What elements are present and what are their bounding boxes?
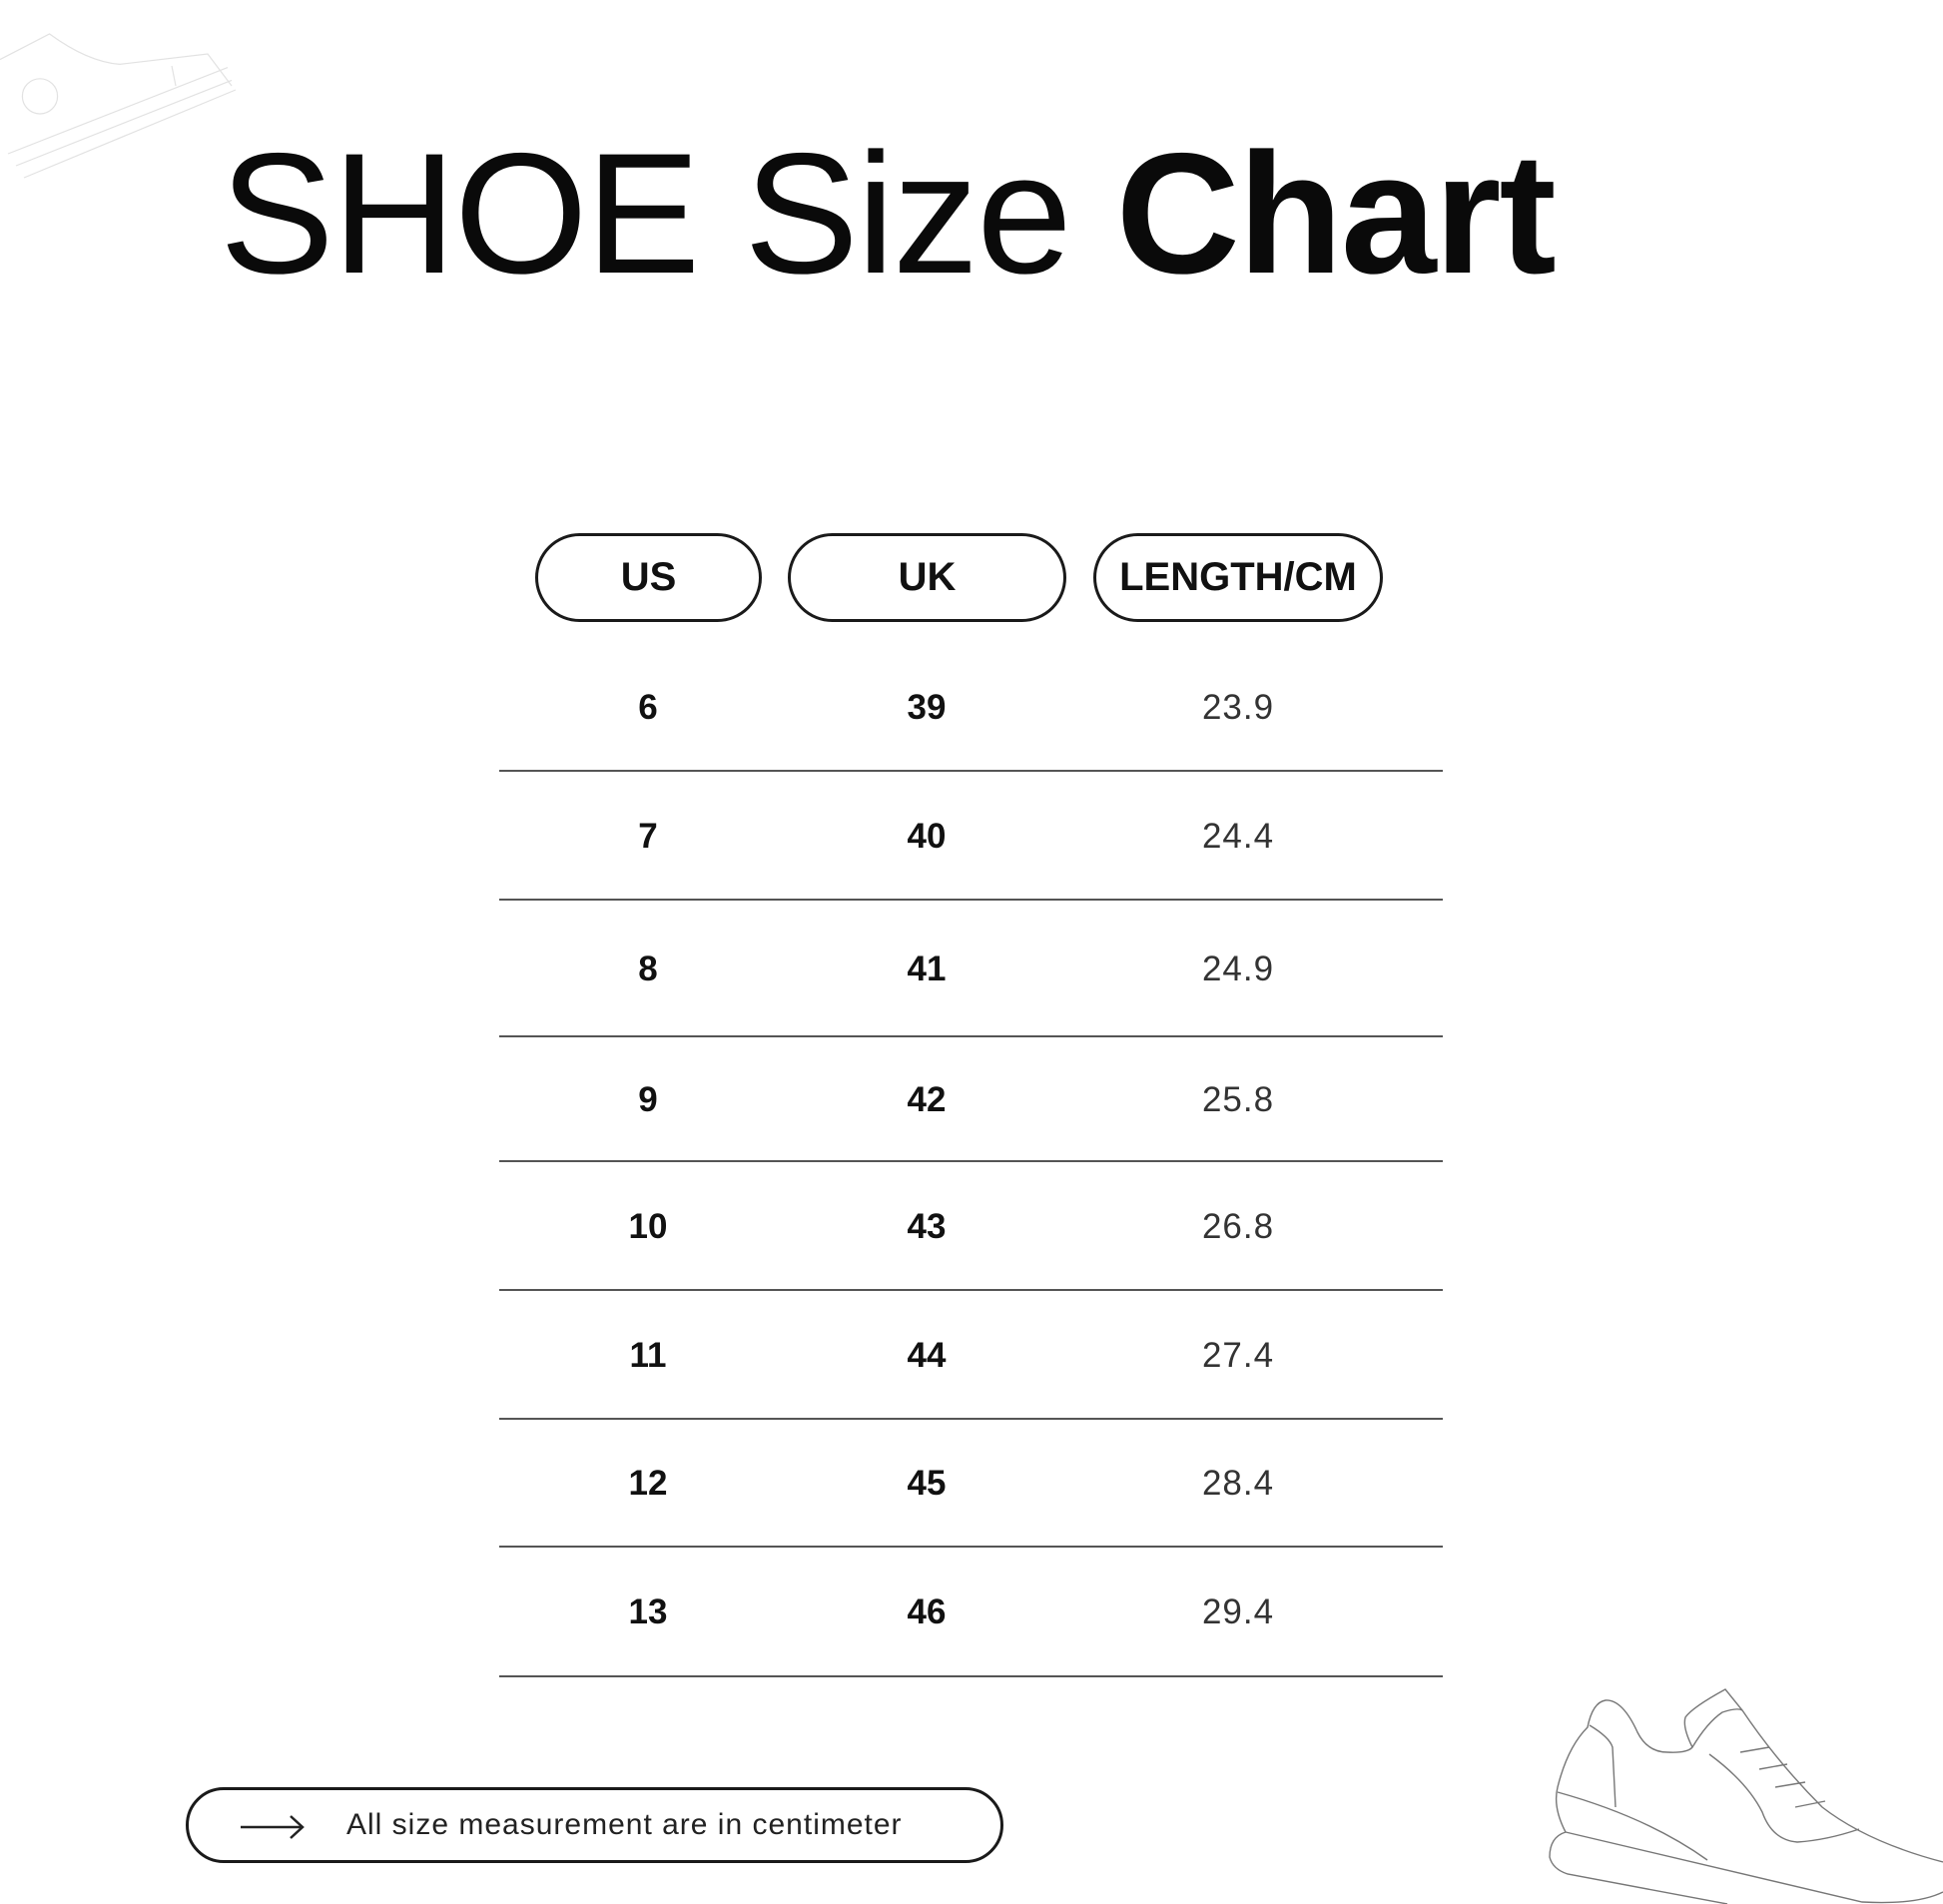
row-divider (499, 1289, 1443, 1291)
cell-length-cm: 27.4 (1201, 1335, 1275, 1375)
cell-length-cm: 24.4 (1201, 816, 1275, 856)
cell-uk: 45 (907, 1464, 947, 1503)
table-row: 10 43 26.8 (499, 1162, 1443, 1291)
cell-uk: 43 (907, 1206, 947, 1246)
row-divider (499, 1035, 1443, 1037)
header-uk: UK (788, 533, 1066, 622)
cell-length-cm: 26.8 (1201, 1206, 1275, 1246)
header-us: US (535, 533, 762, 622)
row-divider (499, 1418, 1443, 1420)
cell-uk: 40 (907, 816, 947, 856)
table-row: 11 44 27.4 (499, 1291, 1443, 1420)
row-divider (499, 899, 1443, 901)
cell-uk: 41 (907, 949, 947, 988)
table-row: 13 46 29.4 (499, 1548, 1443, 1677)
header-length-cm: LENGTH/CM (1093, 533, 1383, 622)
table-row: 9 42 25.8 (499, 1037, 1443, 1162)
title-bold: Chart (1115, 118, 1557, 310)
row-divider (499, 770, 1443, 772)
cell-length-cm: 28.4 (1201, 1464, 1275, 1503)
table-row: 8 41 24.9 (499, 901, 1443, 1037)
row-divider (499, 1675, 1443, 1677)
measurement-note: All size measurement are in centimeter (186, 1787, 1003, 1863)
cell-us: 8 (638, 949, 658, 988)
note-text: All size measurement are in centimeter (346, 1808, 903, 1841)
cell-length-cm: 23.9 (1201, 688, 1275, 727)
cell-us: 9 (638, 1079, 658, 1119)
arrow-right-icon (241, 1815, 305, 1839)
cell-us: 10 (628, 1206, 668, 1246)
cell-us: 7 (638, 816, 658, 856)
table-row: 6 39 23.9 (499, 644, 1443, 772)
cell-uk: 42 (907, 1079, 947, 1119)
title-light: SHOE Size (220, 118, 1072, 310)
sneaker-outline-bottom-right-icon (1549, 1688, 1943, 1904)
cell-uk: 44 (907, 1335, 947, 1375)
table-row: 12 45 28.4 (499, 1420, 1443, 1548)
cell-uk: 39 (907, 688, 947, 727)
table-row: 7 40 24.4 (499, 772, 1443, 901)
cell-length-cm: 25.8 (1201, 1079, 1275, 1119)
row-divider (499, 1160, 1443, 1162)
row-divider (499, 1546, 1443, 1548)
cell-length-cm: 29.4 (1201, 1592, 1275, 1631)
cell-uk: 46 (907, 1592, 947, 1631)
cell-us: 11 (629, 1335, 667, 1375)
cell-length-cm: 24.9 (1201, 949, 1275, 988)
cell-us: 6 (638, 688, 658, 727)
cell-us: 12 (628, 1464, 668, 1503)
sneaker-outline-top-left-icon (0, 33, 237, 179)
cell-us: 13 (628, 1592, 668, 1631)
page-title: SHOE Size Chart (220, 128, 1557, 300)
